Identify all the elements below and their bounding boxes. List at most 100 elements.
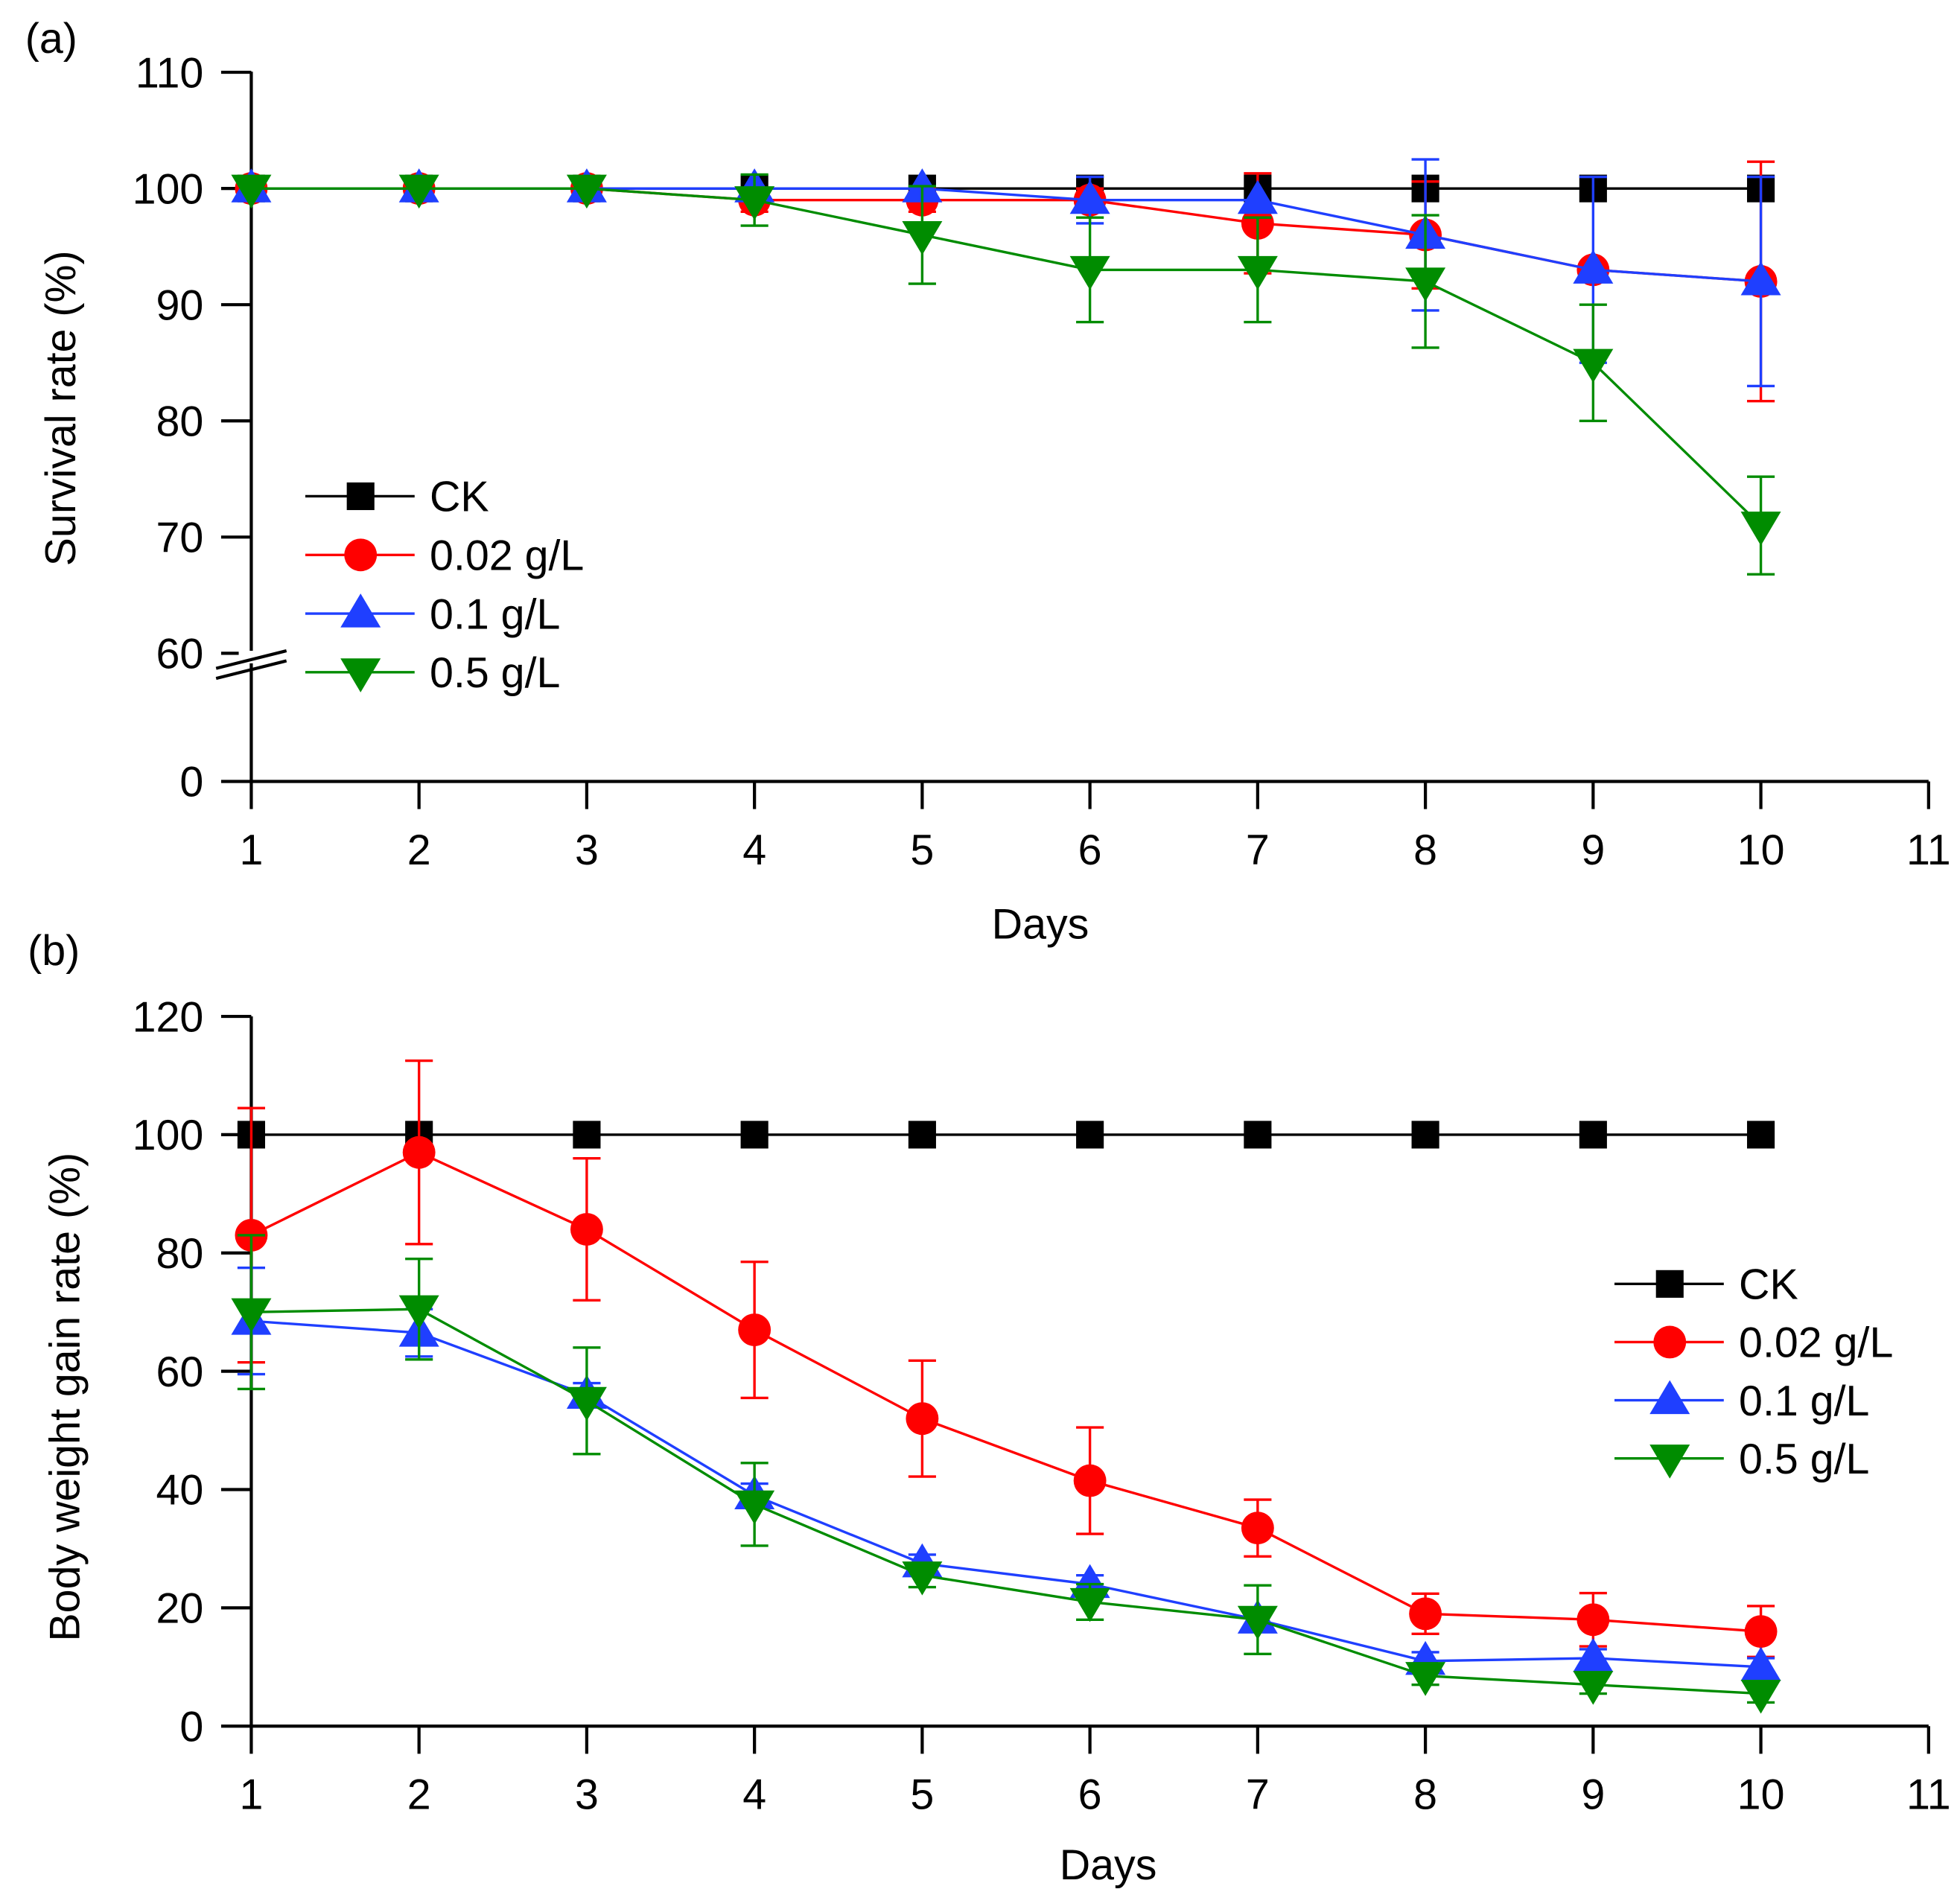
legend-entry: 0.1 g/L	[1614, 1377, 1869, 1425]
legend-entry: 0.02 g/L	[1614, 1319, 1893, 1367]
data-point-triangle-down	[566, 1386, 607, 1421]
series-line	[250, 1150, 1761, 1633]
y-tick-label: 60	[156, 1348, 204, 1396]
x-tick-label: 1	[239, 826, 263, 874]
data-point-triangle-down	[398, 174, 439, 209]
data-point-square	[1747, 1121, 1775, 1149]
y-tick-label: 20	[156, 1585, 204, 1633]
y-tick-label: 90	[156, 281, 204, 329]
x-tick-label: 1	[239, 1771, 263, 1819]
y-tick-label: 70	[156, 515, 204, 562]
series-0-02-g-l	[235, 160, 1778, 403]
series-0-02-g-l	[235, 1059, 1778, 1658]
x-tick-label: 3	[575, 1771, 599, 1819]
series-0-1-g-l	[231, 158, 1781, 388]
legend-label: CK	[430, 474, 489, 521]
data-point-triangle-down	[1740, 1679, 1781, 1714]
data-point-square	[1076, 1121, 1104, 1149]
legend-marker-circle	[1653, 1325, 1687, 1359]
x-tick-label: 11	[1906, 1771, 1951, 1819]
x-tick-label: 7	[1246, 1771, 1270, 1819]
data-point-triangle-up	[1573, 249, 1614, 284]
legend-label: 0.02 g/L	[430, 532, 584, 580]
legend-label: CK	[1739, 1261, 1798, 1309]
x-tick-label: 3	[575, 826, 599, 874]
data-point-circle	[1409, 1597, 1442, 1631]
data-point-triangle-down	[566, 174, 607, 209]
x-tick-label: 9	[1581, 826, 1605, 874]
x-tick-label: 2	[407, 826, 431, 874]
data-point-square	[573, 1121, 601, 1149]
data-point-triangle-down	[1237, 1605, 1278, 1640]
data-point-square	[908, 1121, 936, 1149]
data-point-square	[1244, 1121, 1272, 1149]
x-tick-label: 6	[1078, 1771, 1102, 1819]
data-point-triangle-down	[1740, 512, 1781, 546]
y-axis-title-b: Body weight gain rate (%)	[41, 1153, 89, 1642]
axis-break-mark	[215, 649, 287, 670]
x-tick-label: 6	[1078, 826, 1102, 874]
data-point-circle	[1576, 1603, 1610, 1637]
data-point-triangle-down	[1405, 267, 1446, 302]
legend-entry: 0.1 g/L	[305, 590, 560, 638]
x-tick-label: 10	[1737, 1771, 1785, 1819]
data-point-triangle-down	[902, 1561, 943, 1596]
series-line	[251, 187, 1762, 526]
data-point-triangle-down	[231, 1298, 272, 1333]
legend-marker-triangle-up	[340, 593, 381, 628]
data-point-triangle-down	[231, 174, 272, 209]
data-point-triangle-down	[1405, 1662, 1446, 1696]
data-point-triangle-down	[1237, 255, 1278, 290]
legend-marker-square	[1655, 1270, 1684, 1298]
x-tick-label: 8	[1413, 1771, 1437, 1819]
legend-entry: CK	[305, 474, 489, 521]
y-tick-label: 110	[136, 49, 203, 97]
y-tick-label: 0	[179, 1703, 203, 1751]
data-point-triangle-down	[1573, 348, 1614, 383]
x-tick-label: 9	[1581, 1771, 1605, 1819]
legend-marker-triangle-down	[340, 658, 381, 692]
y-tick-label: 60	[156, 631, 204, 678]
series-line	[251, 187, 1761, 283]
x-tick-label: 4	[742, 1771, 766, 1819]
data-point-triangle-down	[734, 1490, 775, 1525]
x-tick-label: 8	[1413, 826, 1437, 874]
y-tick-label: 100	[133, 1112, 204, 1159]
legend-label: 0.02 g/L	[1739, 1319, 1893, 1367]
data-point-square	[740, 1121, 769, 1149]
legend-marker-square	[346, 482, 375, 511]
data-point-triangle-up	[1740, 1646, 1781, 1681]
legend-entry: 0.5 g/L	[1614, 1436, 1869, 1483]
x-tick-label: 5	[910, 1771, 934, 1819]
data-point-circle	[738, 1313, 771, 1346]
data-point-circle	[1073, 1464, 1107, 1497]
data-point-triangle-down	[1069, 1587, 1110, 1622]
panel-b-body-weight-gain: (b) Days Body weight gain rate (%) 02040…	[28, 927, 1950, 1889]
legend-marker-triangle-up	[1649, 1380, 1690, 1415]
y-tick-label: 40	[156, 1467, 204, 1514]
legend-marker-circle	[344, 538, 378, 572]
legend-entry: 0.5 g/L	[305, 649, 560, 697]
legend-entry: 0.02 g/L	[305, 532, 584, 580]
panel-label-a: (a)	[25, 15, 77, 63]
legend-label: 0.5 g/L	[1739, 1436, 1869, 1483]
data-point-triangle-down	[1573, 1671, 1614, 1705]
legend-label: 0.5 g/L	[430, 649, 560, 697]
y-tick-label: 120	[133, 993, 204, 1041]
x-tick-label: 10	[1737, 826, 1785, 874]
data-point-circle	[906, 1402, 939, 1436]
data-point-triangle-down	[1069, 255, 1110, 290]
x-axis-title-a: Days	[992, 900, 1089, 948]
axis-break-mark	[215, 659, 287, 681]
series-0-5-g-l	[231, 1234, 1781, 1714]
y-tick-label: 80	[156, 1230, 204, 1278]
legend-label: 0.1 g/L	[1739, 1377, 1869, 1425]
data-point-square	[1411, 1121, 1439, 1149]
x-axis-title-b: Days	[1060, 1841, 1157, 1889]
data-point-triangle-down	[734, 186, 775, 220]
y-tick-label: 80	[156, 398, 204, 446]
x-tick-label: 5	[910, 826, 934, 874]
legend-label: 0.1 g/L	[430, 590, 560, 638]
y-tick-label: 0	[179, 759, 203, 806]
